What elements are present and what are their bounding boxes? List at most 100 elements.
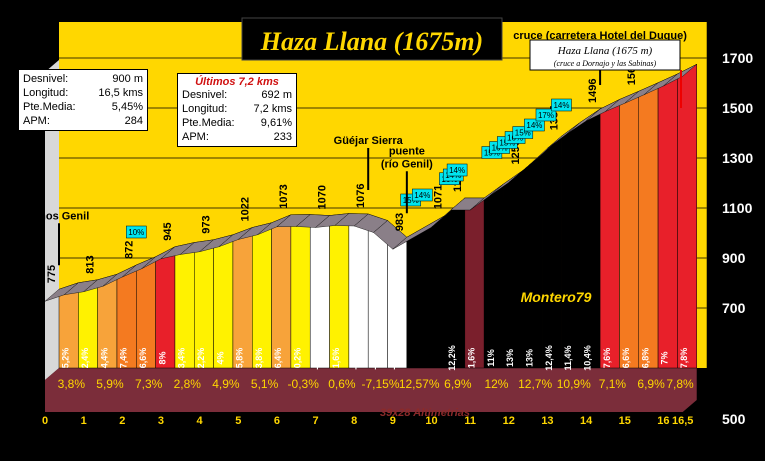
stat-value: 5,45% <box>111 101 143 113</box>
profile-segment <box>348 213 369 369</box>
floor-band <box>45 368 697 412</box>
segment-grade-label: 7,4% <box>119 348 129 369</box>
stats-box: Desnivel: 900 m Longitud: 16,5 kms Pte.Media… <box>18 69 148 131</box>
place-label: Güéjar Sierra <box>334 135 404 147</box>
segment-grade-label: 2,2% <box>196 348 206 369</box>
profile-segment <box>271 214 292 369</box>
profile-segment <box>657 73 678 369</box>
profile-segment <box>541 135 562 369</box>
km-grade-label: 2,8% <box>174 377 202 391</box>
watermark: Montero79 <box>521 289 592 305</box>
x-tick-label: 16,5 <box>672 415 693 427</box>
profile-segment <box>464 197 485 369</box>
stats-rows: Desnivel: 900 m Longitud: 16,5 kms Pte.Media… <box>23 72 143 128</box>
profile-segment <box>522 153 543 369</box>
x-tick-label: 8 <box>351 415 357 427</box>
place-label: (río Genil) <box>381 158 433 170</box>
grade-badge <box>551 98 572 112</box>
km-grade-label: -7,15% <box>362 377 400 391</box>
altitude-label: 1073 <box>278 184 290 208</box>
altitude-label: 1071 <box>433 185 445 209</box>
stat-row: APM: 284 <box>23 114 143 128</box>
segment-grade-label: 2,4% <box>80 348 90 369</box>
stat-label: APM: <box>23 115 50 127</box>
segment-grade-label: 7,6% <box>602 348 612 369</box>
segment-grade-label: 11% <box>486 349 496 367</box>
segment-grade-label: 4,4% <box>99 348 109 369</box>
segment-grade-label: -0,4% <box>351 346 361 370</box>
profile-segment <box>580 108 601 369</box>
summit-box <box>529 39 681 71</box>
x-tick-label: 14 <box>580 415 593 427</box>
segment-grade-label: 12,4% <box>544 345 554 371</box>
x-tick-label: 15 <box>619 415 631 427</box>
profile-segment <box>503 170 524 369</box>
grade-badge-label: 14% <box>449 166 465 175</box>
profile-segment <box>155 246 176 369</box>
km-grade-label: 5,1% <box>251 377 279 391</box>
last-stat-label: Desnivel: <box>182 89 228 101</box>
segment-grade-label: -9,1% <box>389 346 399 370</box>
y-tick-label: 700 <box>722 300 746 316</box>
grade-badge-label: 14% <box>553 101 569 110</box>
profile-segment <box>252 222 272 369</box>
segment-grade-label: 13% <box>524 349 534 367</box>
km-grade-label: 6,9% <box>637 377 665 391</box>
km-grade-label: 4,9% <box>212 377 240 391</box>
summit-note: (cruce a Dornajo y las Sabinas) <box>554 59 657 68</box>
altitude-label: 983 <box>394 213 406 231</box>
segment-grade-label: -0,8% <box>312 346 322 370</box>
profile-segment <box>329 213 350 369</box>
km-grade-label: 12,57% <box>399 377 440 391</box>
profile-segment <box>232 227 253 369</box>
stat-row: Desnivel: 900 m <box>23 72 143 86</box>
y-tick-label: 1500 <box>722 100 753 116</box>
y-tick-label: 900 <box>722 250 746 266</box>
last-stat-value: 7,2 kms <box>253 103 292 115</box>
last-stats-box: Últimos 7,2 kms Desnivel: 692 m Longitud: 7… <box>177 73 297 147</box>
x-tick-label: 12 <box>503 415 515 427</box>
last-stats-rows: Desnivel: 692 m Longitud: 7,2 kms Pte.Media:… <box>182 88 292 144</box>
km-grade-label: 3,8% <box>58 377 86 391</box>
grade-badge-label: 14% <box>526 121 542 130</box>
km-grade-label: 6,9% <box>444 377 472 391</box>
grade-badge-label: 14% <box>414 191 430 200</box>
x-tick-label: 0 <box>42 415 48 427</box>
stat-label: Pte.Media: <box>23 101 76 113</box>
altitude-label: 1076 <box>355 184 367 208</box>
last-stat-value: 233 <box>273 131 292 143</box>
profile-segment <box>213 234 234 369</box>
place-label: Pinos Genil <box>29 210 90 222</box>
x-tick-label: 2 <box>119 415 125 427</box>
x-tick-label: 11 <box>464 415 476 427</box>
segment-grade-label: 1,6% <box>466 348 476 369</box>
profile-segment <box>619 90 639 369</box>
y-tick-label: 1100 <box>722 200 753 216</box>
segment-grade-label: 6,6% <box>138 348 148 369</box>
x-tick-label: 10 <box>425 415 437 427</box>
stat-label: Longitud: <box>23 87 69 99</box>
chart-title: Haza Llana (1675m) <box>260 27 483 56</box>
segment-grade-label: 0,2% <box>293 348 303 369</box>
place-label: puente <box>389 145 425 157</box>
km-grade-label: 12% <box>484 377 508 391</box>
profile-segment <box>483 183 504 369</box>
km-grade-label: 7,1% <box>599 377 627 391</box>
grade-badge-label: 15% <box>403 196 419 205</box>
y-tick-label: 500 <box>722 411 746 427</box>
last-stat-row: Desnivel: 692 m <box>182 88 292 102</box>
segment-grade-label: 13% <box>505 349 515 367</box>
x-tick-label: 7 <box>312 415 318 427</box>
x-tick-label: 4 <box>197 415 204 427</box>
segment-grade-label: 1,6% <box>331 348 341 369</box>
stat-value: 16,5 kms <box>98 87 143 99</box>
km-grade-label: 5,9% <box>96 377 124 391</box>
profile-segment <box>290 214 311 369</box>
km-grade-label: 0,6% <box>328 377 356 391</box>
stat-row: Pte.Media: 5,45% <box>23 100 143 114</box>
profile-segment <box>599 99 620 369</box>
x-tick-label: 16 <box>657 415 669 427</box>
altitude-label: 973 <box>201 215 213 233</box>
x-tick-label: 3 <box>158 415 164 427</box>
